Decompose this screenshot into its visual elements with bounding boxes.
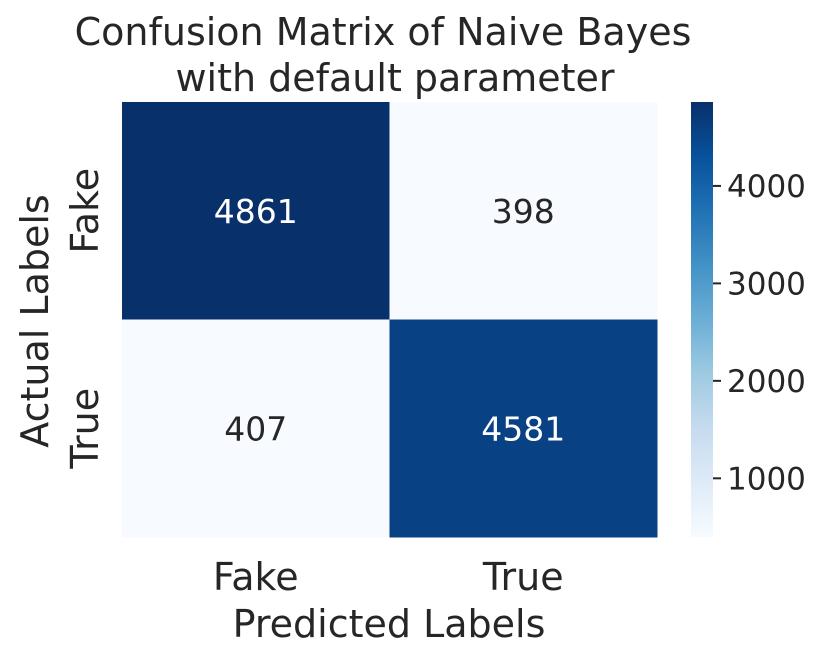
colorbar <box>691 102 713 537</box>
chart-title-line-2: with default parameter <box>175 56 614 100</box>
heatmap-cell-true-true <box>389 319 658 538</box>
colorbar-tick-label: 1000 <box>727 461 806 497</box>
colorbar-ticks: 1000 2000 3000 4000 <box>713 169 806 497</box>
heatmap-cell-labels: 4861 398 407 4581 <box>214 192 565 449</box>
cell-value-label: 398 <box>492 192 555 231</box>
y-axis-label: Actual Labels <box>13 194 57 447</box>
heatmap-cell-fake-fake <box>122 102 390 320</box>
cell-value-label: 4581 <box>481 409 565 448</box>
x-axis-tick-labels: Fake True <box>213 555 564 599</box>
colorbar-tick-label: 2000 <box>727 364 806 400</box>
y-tick-label: True <box>63 388 107 470</box>
x-tick-label: Fake <box>213 555 299 599</box>
cell-value-label: 4861 <box>214 192 298 231</box>
cell-value-label: 407 <box>224 409 287 448</box>
heatmap-cells <box>122 102 658 538</box>
y-tick-label: Fake <box>63 168 107 254</box>
chart-title-line-1: Confusion Matrix of Naive Bayes <box>75 10 692 54</box>
heatmap-cell-true-fake <box>122 319 390 538</box>
x-axis-label: Predicted Labels <box>233 602 546 646</box>
x-tick-label: True <box>482 555 564 599</box>
colorbar-tick-label: 3000 <box>727 266 806 302</box>
colorbar-tick-label: 4000 <box>727 169 806 205</box>
y-axis-tick-labels: Fake True <box>63 168 107 470</box>
heatmap-cell-fake-true <box>389 102 658 320</box>
